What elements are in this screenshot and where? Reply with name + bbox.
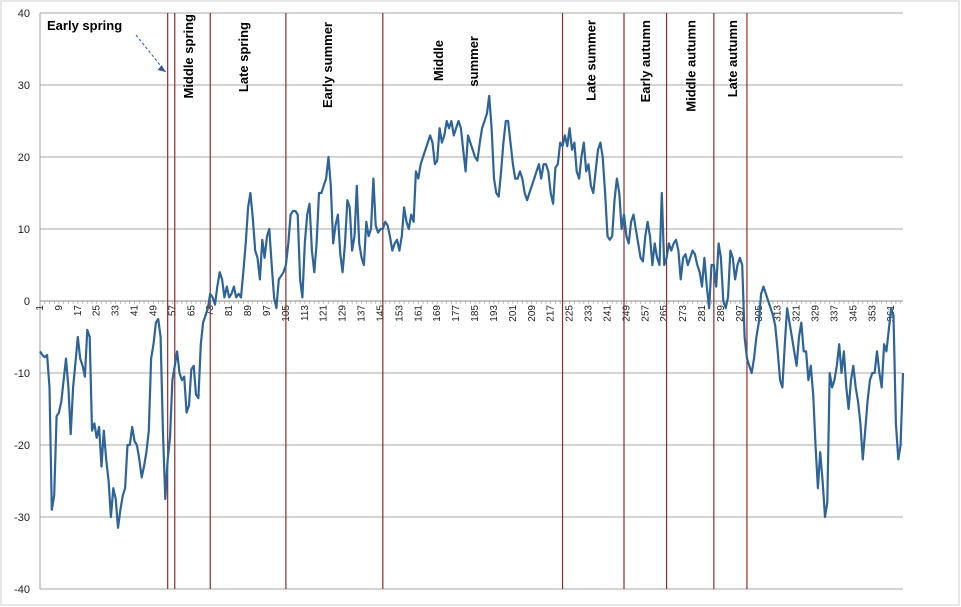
x-tick-label: 225: [565, 305, 576, 322]
x-tick-label: 209: [527, 305, 538, 322]
y-tick-label: -20: [14, 440, 30, 452]
x-tick-label: 201: [508, 305, 519, 322]
early-spring-arrowhead: [157, 65, 166, 72]
x-tick-label: 257: [640, 305, 651, 322]
y-tick-label: 20: [18, 152, 30, 164]
x-tick-label: 249: [621, 305, 632, 322]
y-tick-label: 30: [18, 80, 30, 92]
x-tick-label: 177: [451, 305, 462, 322]
season-label-early-spring: Early spring: [47, 18, 122, 33]
x-tick-label: 345: [848, 305, 859, 322]
season-boundaries: [167, 13, 748, 589]
x-tick-label: 217: [546, 305, 557, 322]
x-tick-label: 25: [92, 305, 103, 317]
x-tick-label: 265: [659, 305, 670, 322]
y-tick-label: -30: [14, 512, 30, 524]
x-tick-label: 33: [111, 305, 122, 317]
x-tick-label: 281: [697, 305, 708, 322]
season-label-middle-spring: Middle spring: [181, 14, 196, 99]
season-label-middle-summer-line2: summer: [466, 36, 481, 87]
season-label-late-spring: Late spring: [236, 22, 251, 92]
series-group: [39, 94, 905, 529]
x-tick-label: 65: [186, 305, 197, 317]
season-label-early-summer: Early summer: [320, 22, 335, 108]
x-tick-label: 1: [35, 305, 46, 311]
x-tick-label: 353: [867, 305, 878, 322]
x-tick-label: 241: [602, 305, 613, 322]
x-tick-label: 57: [167, 305, 178, 317]
x-tick-label: 161: [413, 305, 424, 322]
x-tick-label: 321: [792, 305, 803, 322]
x-tick-label: 297: [735, 305, 746, 322]
x-tick-label: 169: [432, 305, 443, 322]
x-tick-label: 97: [262, 305, 273, 317]
x-tick-label: 81: [224, 305, 235, 317]
x-tick-label: 337: [829, 305, 840, 322]
x-tick-label: 137: [357, 305, 368, 322]
x-tick-label: 41: [130, 305, 141, 317]
early-spring-arrow: [135, 34, 167, 73]
y-tick-label: -10: [14, 368, 30, 380]
season-label-middle-summer-line1: Middle: [431, 40, 446, 81]
y-tick-label: 40: [18, 8, 30, 20]
temperature-line: [39, 94, 905, 529]
season-label-middle-autumn: Middle autumn: [684, 20, 699, 112]
y-tick-label: 10: [18, 224, 30, 236]
season-label-late-autumn: Late autumn: [725, 20, 740, 97]
x-tick-label: 329: [811, 305, 822, 322]
y-tick-label: -40: [14, 584, 30, 596]
y-tick-label: 0: [24, 296, 30, 308]
x-axis: 1917253341495765738189971051131211291371…: [35, 300, 903, 322]
x-tick-label: 145: [375, 305, 386, 322]
x-tick-label: 113: [300, 305, 311, 321]
x-tick-label: 89: [243, 305, 254, 317]
x-tick-label: 313: [773, 305, 784, 322]
x-tick-label: 289: [716, 305, 727, 322]
x-tick-label: 129: [338, 305, 349, 322]
x-tick-label: 121: [319, 305, 330, 322]
y-axis-ticks: 40 30 20 10 0 -10 -20 -30 -40: [14, 8, 30, 596]
season-labels: Early spring Middle spring Late spring Earl…: [47, 14, 740, 112]
x-tick-label: 193: [489, 305, 500, 322]
x-tick-label: 49: [148, 305, 159, 317]
x-tick-label: 153: [394, 305, 405, 322]
x-tick-label: 233: [584, 305, 595, 322]
x-tick-label: 17: [73, 305, 84, 317]
season-label-late-summer: Late summer: [584, 20, 599, 101]
x-tick-label: 185: [470, 305, 481, 322]
x-tick-label: 9: [54, 305, 65, 311]
x-tick-label: 273: [678, 305, 689, 322]
season-label-early-autumn: Early autumn: [638, 20, 653, 102]
